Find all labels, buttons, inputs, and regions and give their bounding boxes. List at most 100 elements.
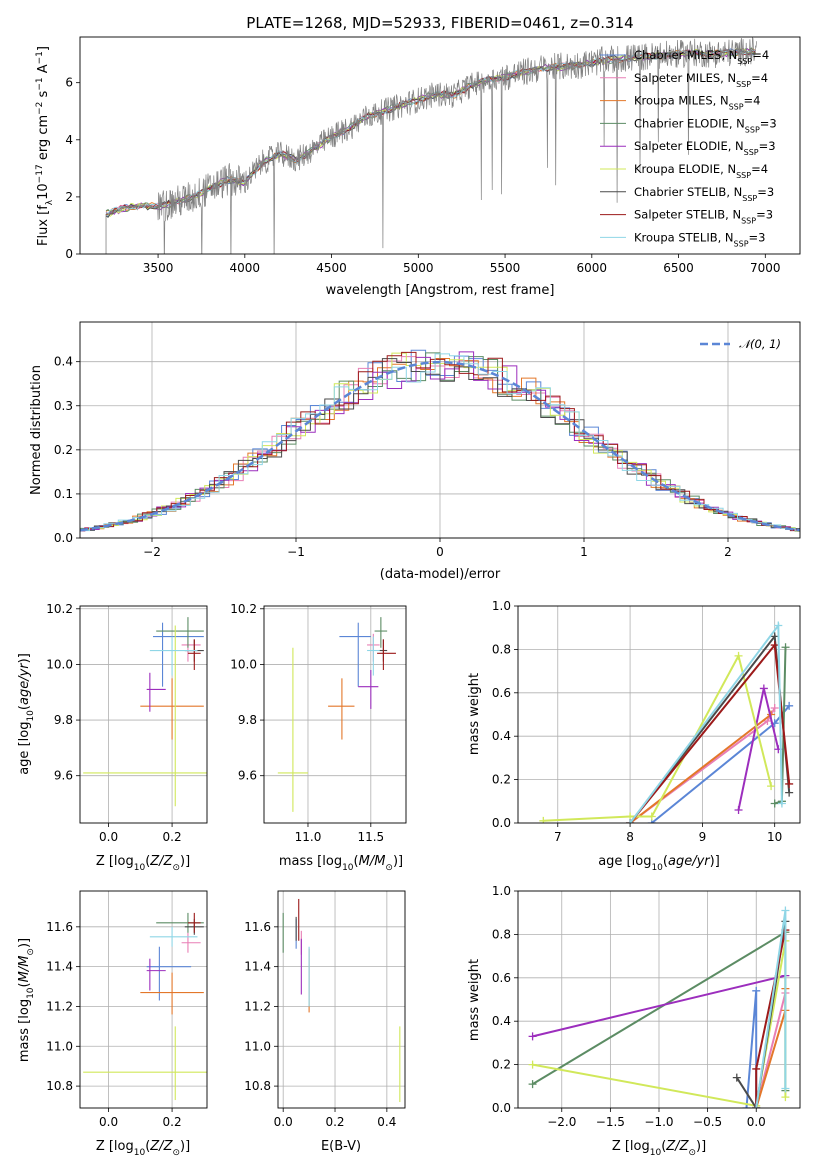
weight-marker [781, 906, 790, 915]
legend-prefix: , N [726, 185, 742, 199]
legend-model-name: Salpeter STELIB [634, 208, 725, 222]
y-tick-label: 10.0 [230, 657, 257, 671]
weight-marker [781, 643, 790, 652]
weight-line [651, 705, 790, 823]
grid-lines [278, 891, 405, 1108]
label-part: age/yr [17, 662, 32, 705]
label-part: 10 [650, 1148, 662, 1158]
panel-age-vs-mass: 11.0 11.5 9.6 9.8 10.0 10.2 mass [log10(M/M⊙)] [230, 602, 407, 873]
x-tick-label: −2 [143, 545, 161, 559]
axes-frame [517, 605, 801, 824]
y-label-part: 10 [36, 183, 51, 200]
y-tick-label: 10.8 [46, 1079, 73, 1093]
x-tick-label: −1.0 [644, 1115, 673, 1129]
weight-line [629, 642, 791, 823]
legend-prefix: , N [718, 230, 734, 244]
label-part: ( [145, 854, 150, 869]
errorbar-point [339, 622, 371, 687]
x-tick-label: 4000 [230, 261, 261, 275]
gaussian-curve [80, 360, 800, 532]
legend-entry: Kroupa MILES, NSSP=4 [634, 94, 761, 112]
x-tick-label: −0.5 [693, 1115, 722, 1129]
plot-area [528, 906, 790, 1108]
y-tick-label: 0.2 [54, 443, 73, 457]
y-axis-label: Normed distribution [29, 365, 44, 495]
errorbar-point [149, 926, 198, 947]
y-axis-label: Flux [fλ10−17 erg cm−2 s−1 A−1] [35, 46, 55, 246]
y-tick-label: 0.3 [54, 399, 73, 413]
label-part: Z [log [96, 1139, 134, 1154]
label-part: )] [696, 1139, 706, 1154]
weight-marker [647, 812, 656, 821]
label-part: M/M [17, 956, 32, 983]
plot-area [105, 37, 757, 254]
weight-marker [539, 816, 548, 823]
errorbar-point [358, 669, 379, 709]
legend-entry: Kroupa ELODIE, NSSP=4 [634, 162, 768, 180]
errorbar-point [140, 972, 204, 1015]
panel-mass-vs-metallicity: 0.0 0.210.811.011.211.411.6Z [log10(Z/Z⊙)… [17, 890, 208, 1158]
y-label-part: −2 [35, 102, 45, 115]
weight-marker [781, 1093, 790, 1102]
y-axis-label: age [log10(age/yr)] [17, 653, 36, 775]
y-tick-label: 0 [65, 247, 73, 261]
legend-entry: Salpeter ELODIE, NSSP=3 [634, 139, 776, 157]
y-tick-label: 10.2 [230, 602, 257, 616]
x-tick-label: 0.0 [747, 1115, 766, 1129]
legend-entry: Kroupa STELIB, NSSP=3 [634, 230, 765, 248]
errorbar-point [149, 636, 198, 676]
label-part: Z/Z [665, 1139, 689, 1154]
x-tick-label: 11.0 [295, 830, 322, 844]
label-part: 10 [26, 987, 36, 999]
legend-sub: SSP [744, 148, 759, 157]
legend-model-name: Salpeter MILES [634, 71, 720, 85]
x-axis-label: Z [log10(Z/Z⊙)] [612, 1139, 706, 1158]
plot-area [83, 617, 207, 807]
y-tick-label: 11.0 [46, 1039, 73, 1053]
weight-marker [752, 1104, 761, 1108]
weight-marker [777, 799, 786, 808]
x-tick-label: 0.2 [325, 1115, 344, 1129]
panel-spectrum: 3500 4000 4500 5000 5500 6000 6500 7000 0 2 4 6 Chab… [35, 36, 801, 298]
legend-prefix: , N [720, 71, 736, 85]
panel-age-vs-metallicity: 0.0 0.29.69.810.010.2Z [log10(Z/Z⊙)]age [… [17, 602, 208, 873]
weight-line [737, 688, 780, 811]
legend-model-name: Kroupa MILES [634, 94, 713, 108]
y-axis-label: mass weight [467, 959, 482, 1041]
y-label-part: Flux [f [36, 205, 51, 246]
label-part: ( [663, 854, 668, 869]
errorbar-point [83, 1026, 207, 1101]
errorbar-point [367, 636, 380, 676]
y-axis-label: mass weight [467, 673, 482, 755]
weight-marker [785, 779, 794, 788]
weight-line [532, 974, 786, 1038]
x-tick-label: −1.5 [596, 1115, 625, 1129]
x-tick-label: −1 [287, 545, 305, 559]
label-part: 10 [134, 1148, 146, 1158]
y-tick-label: 0.6 [492, 686, 511, 700]
x-axis-label: mass [log10(M/M⊙)] [279, 854, 403, 873]
y-tick-label: 11.4 [244, 960, 271, 974]
y-tick-label: 11.6 [244, 920, 271, 934]
observed-spectrum-line [105, 37, 757, 254]
axes-frame [79, 890, 208, 1109]
errorbar-point [181, 633, 201, 662]
weight-line [629, 713, 772, 823]
legend-prefix: , N [725, 208, 741, 222]
y-tick-label: 0.4 [492, 1014, 511, 1028]
x-tick-label: 11.5 [357, 830, 384, 844]
label-part: Z/Z [149, 1139, 173, 1154]
label-part: ( [354, 854, 359, 869]
x-tick-label: 0.0 [274, 1115, 293, 1129]
y-tick-label: 0.4 [54, 355, 73, 369]
x-tick-label: 2 [724, 545, 732, 559]
y-tick-label: 0.2 [492, 1058, 511, 1072]
legend-model-name: Chabrier ELODIE [634, 116, 729, 130]
y-tick-label: 0.2 [492, 773, 511, 787]
label-part: mass [log [17, 999, 32, 1062]
legend-sub: SSP [734, 239, 749, 248]
legend-prefix: , N [713, 94, 729, 108]
legend-sub: SSP [736, 79, 751, 88]
